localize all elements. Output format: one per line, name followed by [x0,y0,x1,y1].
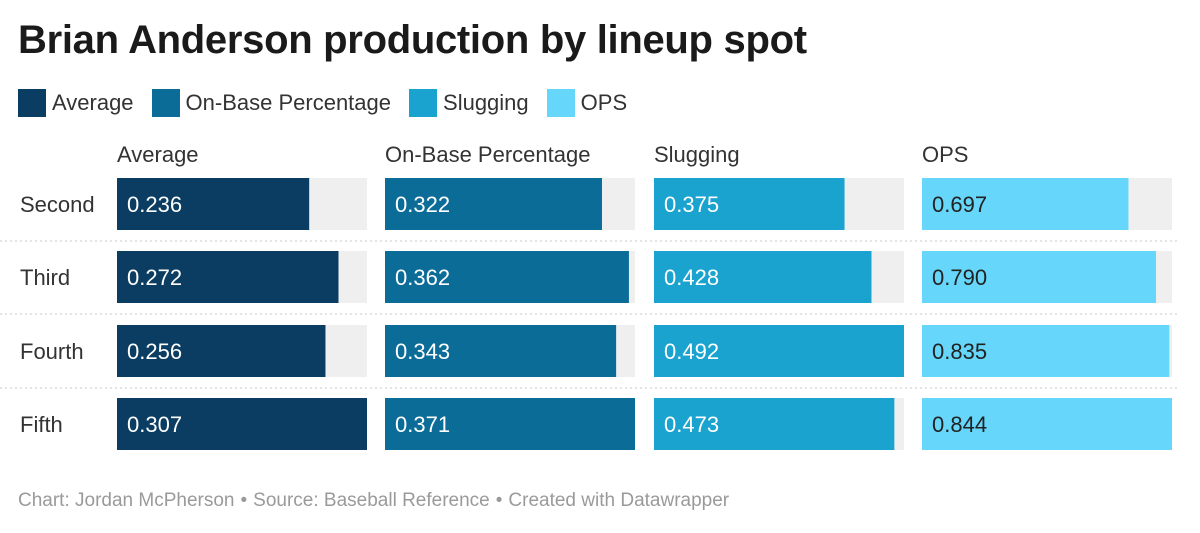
legend: Average On-Base Percentage Slugging OPS [18,88,645,118]
row-label-fifth: Fifth [20,412,63,437]
bar-value-label: 0.697 [932,192,987,217]
bar-slugging-fourth [654,325,904,377]
bar-slugging-fifth [654,398,895,450]
bar-average-fifth [117,398,367,450]
bar-ops-fifth [922,398,1172,450]
legend-item-average: Average [18,89,134,117]
source-credit: Source: Baseball Reference [253,490,490,511]
legend-swatch-slugging [409,89,438,117]
bar-value-label: 0.362 [395,265,450,290]
legend-label-slugging: Slugging [443,90,529,115]
bar-slugging-third [654,251,872,303]
bar-chart: Average On-Base Percentage Slugging OPS Seco… [0,142,1180,450]
panel-header-slugging: Slugging [654,142,740,167]
legend-swatch-ops [546,89,575,117]
legend-swatch-average [18,89,46,117]
legend-item-obp: On-Base Percentage [151,89,392,117]
bar-value-label: 0.428 [664,265,719,290]
row-label-second: Second [20,192,95,217]
bar-on-base-percentage-fifth [385,398,635,450]
bar-value-label: 0.371 [395,412,450,437]
bar-value-label: 0.256 [127,339,182,364]
footer: Chart: Jordan McPherson • Source: Baseball… [18,490,729,512]
bar-value-label: 0.236 [127,192,182,217]
bar-value-label: 0.272 [127,265,182,290]
bar-value-label: 0.790 [932,265,987,290]
bar-average-fourth [117,325,326,377]
bar-on-base-percentage-fourth [385,325,617,377]
bar-value-label: 0.375 [664,192,719,217]
bar-on-base-percentage-third [385,251,629,303]
bar-on-base-percentage-second [385,178,602,230]
panel-header-average: Average [117,142,199,167]
bar-average-third [117,251,339,303]
bar-value-label: 0.473 [664,412,719,437]
legend-label-average: Average [52,90,134,115]
row-label-third: Third [20,265,70,290]
legend-item-slugging: Slugging [409,89,529,117]
footer-separator: • [495,490,503,511]
chart-credit: Chart: Jordan McPherson [18,490,235,511]
panel-header-on-base-percentage: On-Base Percentage [385,142,590,167]
bar-value-label: 0.835 [932,339,987,364]
bar-ops-fourth [922,325,1170,377]
legend-label-ops: OPS [580,90,628,115]
bar-value-label: 0.343 [395,339,450,364]
chart-title: Brian Anderson production by lineup spot [18,18,807,62]
row-label-fourth: Fourth [20,339,84,364]
bar-value-label: 0.844 [932,412,987,437]
legend-item-ops: OPS [546,89,628,117]
bar-value-label: 0.307 [127,412,182,437]
bar-value-label: 0.492 [664,339,719,364]
bar-value-label: 0.322 [395,192,450,217]
created-with: Created with Datawrapper [508,490,730,511]
bar-ops-third [922,251,1157,303]
bar-average-second [117,178,310,230]
legend-label-obp: On-Base Percentage [185,90,392,115]
bar-ops-second [922,178,1129,230]
bar-slugging-second [654,178,845,230]
footer-separator: • [240,490,248,511]
panel-header-ops: OPS [922,142,968,167]
legend-swatch-obp [151,89,180,117]
